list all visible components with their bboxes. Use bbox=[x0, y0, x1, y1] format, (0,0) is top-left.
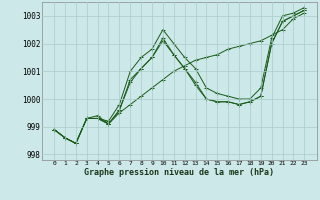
X-axis label: Graphe pression niveau de la mer (hPa): Graphe pression niveau de la mer (hPa) bbox=[84, 168, 274, 177]
